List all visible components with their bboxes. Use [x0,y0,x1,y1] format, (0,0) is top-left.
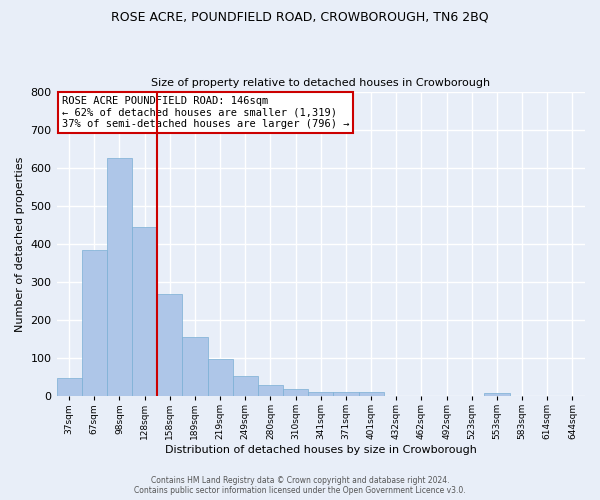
Bar [157,294,182,396]
X-axis label: Distribution of detached houses by size in Crowborough: Distribution of detached houses by size … [165,445,477,455]
Bar [182,337,208,396]
Bar [208,359,233,396]
Bar [359,392,383,396]
Bar [258,384,283,396]
Y-axis label: Number of detached properties: Number of detached properties [15,156,25,332]
Bar [233,376,258,396]
Bar [283,390,308,396]
Bar [484,393,509,396]
Bar [56,378,82,396]
Text: ROSE ACRE, POUNDFIELD ROAD, CROWBOROUGH, TN6 2BQ: ROSE ACRE, POUNDFIELD ROAD, CROWBOROUGH,… [111,10,489,23]
Title: Size of property relative to detached houses in Crowborough: Size of property relative to detached ho… [151,78,490,88]
Bar [82,250,107,396]
Text: ROSE ACRE POUNDFIELD ROAD: 146sqm
← 62% of detached houses are smaller (1,319)
3: ROSE ACRE POUNDFIELD ROAD: 146sqm ← 62% … [62,96,349,130]
Bar [132,226,157,396]
Bar [334,392,359,396]
Bar [107,158,132,396]
Bar [308,392,334,396]
Text: Contains HM Land Registry data © Crown copyright and database right 2024.
Contai: Contains HM Land Registry data © Crown c… [134,476,466,495]
